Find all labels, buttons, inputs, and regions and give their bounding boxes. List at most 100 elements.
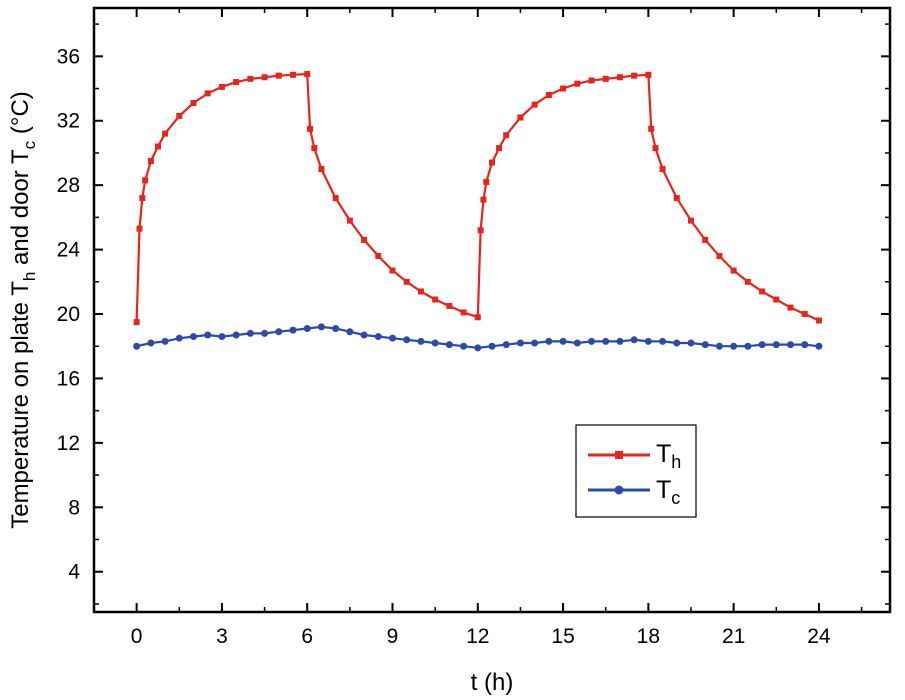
data-point-th	[218, 83, 225, 90]
data-point-tc	[701, 341, 709, 349]
y-tick-label: 16	[57, 367, 80, 390]
data-point-th	[759, 288, 766, 295]
data-point-tc	[559, 337, 567, 345]
y-tick-label: 4	[68, 561, 80, 584]
x-tick-label: 24	[807, 625, 831, 648]
data-point-th	[136, 225, 143, 232]
data-point-th	[446, 302, 453, 309]
data-point-tc	[161, 337, 169, 345]
data-point-th	[162, 130, 169, 137]
data-point-tc	[772, 341, 780, 349]
data-point-tc	[573, 339, 581, 347]
data-point-tc	[687, 339, 695, 347]
data-point-th	[139, 195, 146, 202]
data-point-tc	[275, 328, 283, 336]
legend-marker-tc	[614, 485, 624, 495]
data-point-th	[361, 236, 368, 243]
data-point-th	[648, 125, 655, 132]
y-axis-title: Temperature on plate Th and door Tc (°C)	[7, 91, 39, 529]
data-point-tc	[317, 323, 325, 331]
data-point-th	[773, 296, 780, 303]
data-point-th	[332, 195, 339, 202]
x-tick-label: 0	[131, 625, 143, 648]
data-point-th	[496, 145, 503, 152]
data-point-th	[204, 90, 211, 97]
data-point-th	[247, 75, 254, 82]
data-point-th	[275, 72, 282, 79]
data-point-tc	[360, 331, 368, 339]
data-point-tc	[801, 341, 809, 349]
data-point-tc	[232, 331, 240, 339]
data-point-th	[304, 71, 311, 78]
data-point-th	[489, 159, 495, 166]
data-point-th	[716, 253, 723, 260]
data-point-tc	[303, 325, 311, 333]
data-point-tc	[289, 326, 297, 334]
data-point-th	[702, 236, 709, 243]
data-point-th	[730, 267, 737, 274]
data-point-th	[545, 91, 552, 98]
data-point-tc	[602, 337, 610, 345]
data-point-th	[616, 74, 623, 81]
data-point-th	[483, 178, 490, 185]
data-point-tc	[744, 342, 752, 350]
data-point-th	[190, 100, 197, 107]
data-point-th	[560, 85, 567, 92]
data-point-th	[503, 132, 510, 139]
data-point-tc	[673, 339, 681, 347]
data-point-th	[318, 166, 325, 173]
legend-marker-th	[615, 451, 623, 459]
data-point-tc	[730, 342, 738, 350]
x-tick-label: 3	[216, 625, 228, 648]
data-point-tc	[516, 339, 524, 347]
y-tick-label: 20	[57, 303, 80, 326]
x-tick-label: 15	[551, 625, 574, 648]
plot-frame	[92, 6, 892, 614]
data-point-tc	[261, 329, 269, 337]
x-tick-label: 12	[466, 625, 489, 648]
data-point-tc	[545, 337, 553, 345]
legend-label-th: Th	[656, 440, 681, 472]
x-tick-label: 6	[301, 625, 313, 648]
data-point-th	[417, 288, 424, 295]
data-point-tc	[417, 337, 425, 345]
data-point-tc	[616, 337, 624, 345]
y-tick-label: 28	[57, 174, 80, 197]
x-axis-title: t (h)	[471, 669, 514, 696]
data-point-th	[602, 75, 609, 82]
data-point-th	[659, 166, 666, 173]
data-point-th	[645, 71, 652, 78]
data-point-th	[531, 101, 538, 108]
data-point-th	[744, 278, 751, 285]
data-point-tc	[332, 325, 340, 333]
data-point-th	[787, 304, 794, 311]
data-point-th	[815, 317, 822, 324]
data-point-tc	[715, 342, 723, 350]
data-point-tc	[346, 328, 354, 336]
x-tick-label: 18	[637, 625, 660, 648]
data-point-tc	[175, 334, 183, 342]
legend-box	[575, 424, 697, 518]
data-point-th	[474, 314, 481, 321]
data-point-tc	[403, 336, 411, 344]
data-point-th	[346, 217, 353, 224]
data-point-th	[460, 309, 467, 316]
data-point-tc	[133, 342, 141, 350]
data-point-tc	[758, 341, 766, 349]
data-point-th	[133, 319, 140, 326]
data-point-th	[375, 253, 382, 260]
data-point-th	[588, 77, 595, 84]
legend: Th Tc	[575, 424, 697, 518]
data-point-tc	[644, 337, 652, 345]
data-point-th	[233, 79, 240, 86]
data-point-tc	[204, 331, 212, 339]
data-point-tc	[488, 342, 496, 350]
data-point-tc	[531, 339, 539, 347]
y-tick-label: 24	[57, 239, 81, 262]
data-point-tc	[588, 337, 595, 345]
data-point-th	[517, 114, 524, 121]
data-point-th	[480, 196, 487, 203]
data-point-th	[432, 296, 439, 303]
data-point-th	[307, 125, 314, 132]
